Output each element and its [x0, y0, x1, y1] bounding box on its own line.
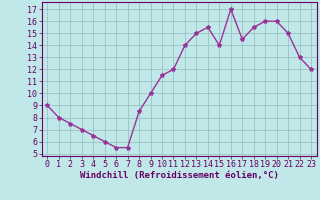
X-axis label: Windchill (Refroidissement éolien,°C): Windchill (Refroidissement éolien,°C) — [80, 171, 279, 180]
